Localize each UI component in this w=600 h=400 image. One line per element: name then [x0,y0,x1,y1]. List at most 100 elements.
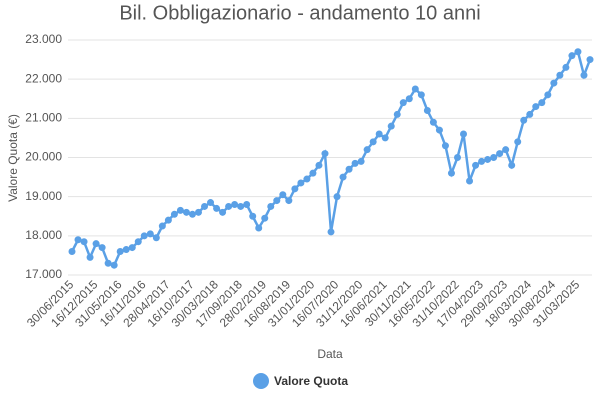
data-point [291,185,299,193]
y-tick-label: 20.000 [25,150,62,164]
chart-title: Bil. Obbligazionario - andamento 10 anni [119,2,480,24]
data-point [201,202,209,210]
x-axis-title: Data [317,347,343,361]
data-point [357,157,365,165]
data-point [441,142,449,150]
data-point [532,103,540,111]
legend-marker [253,373,269,389]
data-point [429,118,437,126]
y-tick-label: 21.000 [25,111,62,125]
data-point [502,146,510,154]
data-point [484,155,492,163]
data-point [182,208,190,216]
data-point [170,210,178,218]
data-point [128,244,136,252]
data-point [490,154,498,161]
data-point [176,206,184,214]
data-point [267,202,275,210]
data-point [327,228,335,236]
data-point [158,222,166,230]
data-point [279,191,287,199]
data-point [333,193,341,201]
data-point [285,197,293,205]
data-point [98,244,106,252]
data-point [393,110,401,118]
data-point [237,202,245,210]
data-point [447,169,455,177]
data-point [375,130,383,138]
data-point [423,107,431,114]
data-point [538,99,546,107]
data-point [411,85,419,93]
y-tick-label: 19.000 [25,189,62,203]
data-point [74,236,82,244]
y-tick-label: 18.000 [25,228,62,242]
data-point [86,253,94,261]
legend-label: Valore Quota [274,374,348,388]
data-point [363,146,371,154]
data-point [110,261,118,269]
y-tick-label: 17.000 [25,267,62,281]
data-point [92,240,100,248]
data-point [188,210,196,218]
data-point [345,165,353,173]
data-point [550,79,558,87]
data-point [544,91,552,99]
data-point [472,161,480,169]
data-point [405,95,413,103]
data-point [496,150,504,158]
data-point [399,99,407,107]
data-point [478,157,486,165]
data-point [580,71,588,79]
data-point [134,238,142,246]
data-point [243,201,251,208]
data-point [435,126,443,134]
data-point [273,197,281,205]
y-tick-label: 23.000 [25,32,62,46]
data-point [508,161,516,169]
data-point [466,177,474,185]
data-point [453,154,461,161]
data-point [417,91,425,99]
data-point [80,238,88,246]
data-point [387,122,395,130]
data-point [140,232,148,240]
data-point [315,161,323,169]
y-axis-title: Valore Quota (€) [6,114,20,202]
data-point [68,248,76,255]
data-point [194,208,202,216]
data-point [146,230,154,238]
data-point [207,199,215,207]
data-point [255,224,263,232]
data-point [249,212,257,220]
data-point [514,138,522,146]
data-point [303,175,311,183]
data-point [231,201,239,208]
data-point [369,138,377,146]
data-point [309,169,317,177]
data-point [568,52,576,60]
data-point [562,63,570,71]
data-point [526,110,534,118]
data-point [297,179,305,187]
data-point [339,173,347,181]
data-point [213,204,221,212]
data-point [152,234,160,242]
data-point [586,56,594,64]
data-point [261,214,269,222]
data-point [164,216,172,224]
data-point [574,48,582,56]
data-point [460,130,468,138]
data-point [225,202,233,210]
y-tick-label: 22.000 [25,71,62,85]
data-point [556,71,564,79]
data-point [104,259,112,267]
data-point [351,159,359,167]
data-point [381,134,389,142]
data-point [520,116,528,124]
data-point [116,248,124,255]
data-point [321,150,329,158]
data-point [219,208,227,216]
data-point [122,246,130,254]
